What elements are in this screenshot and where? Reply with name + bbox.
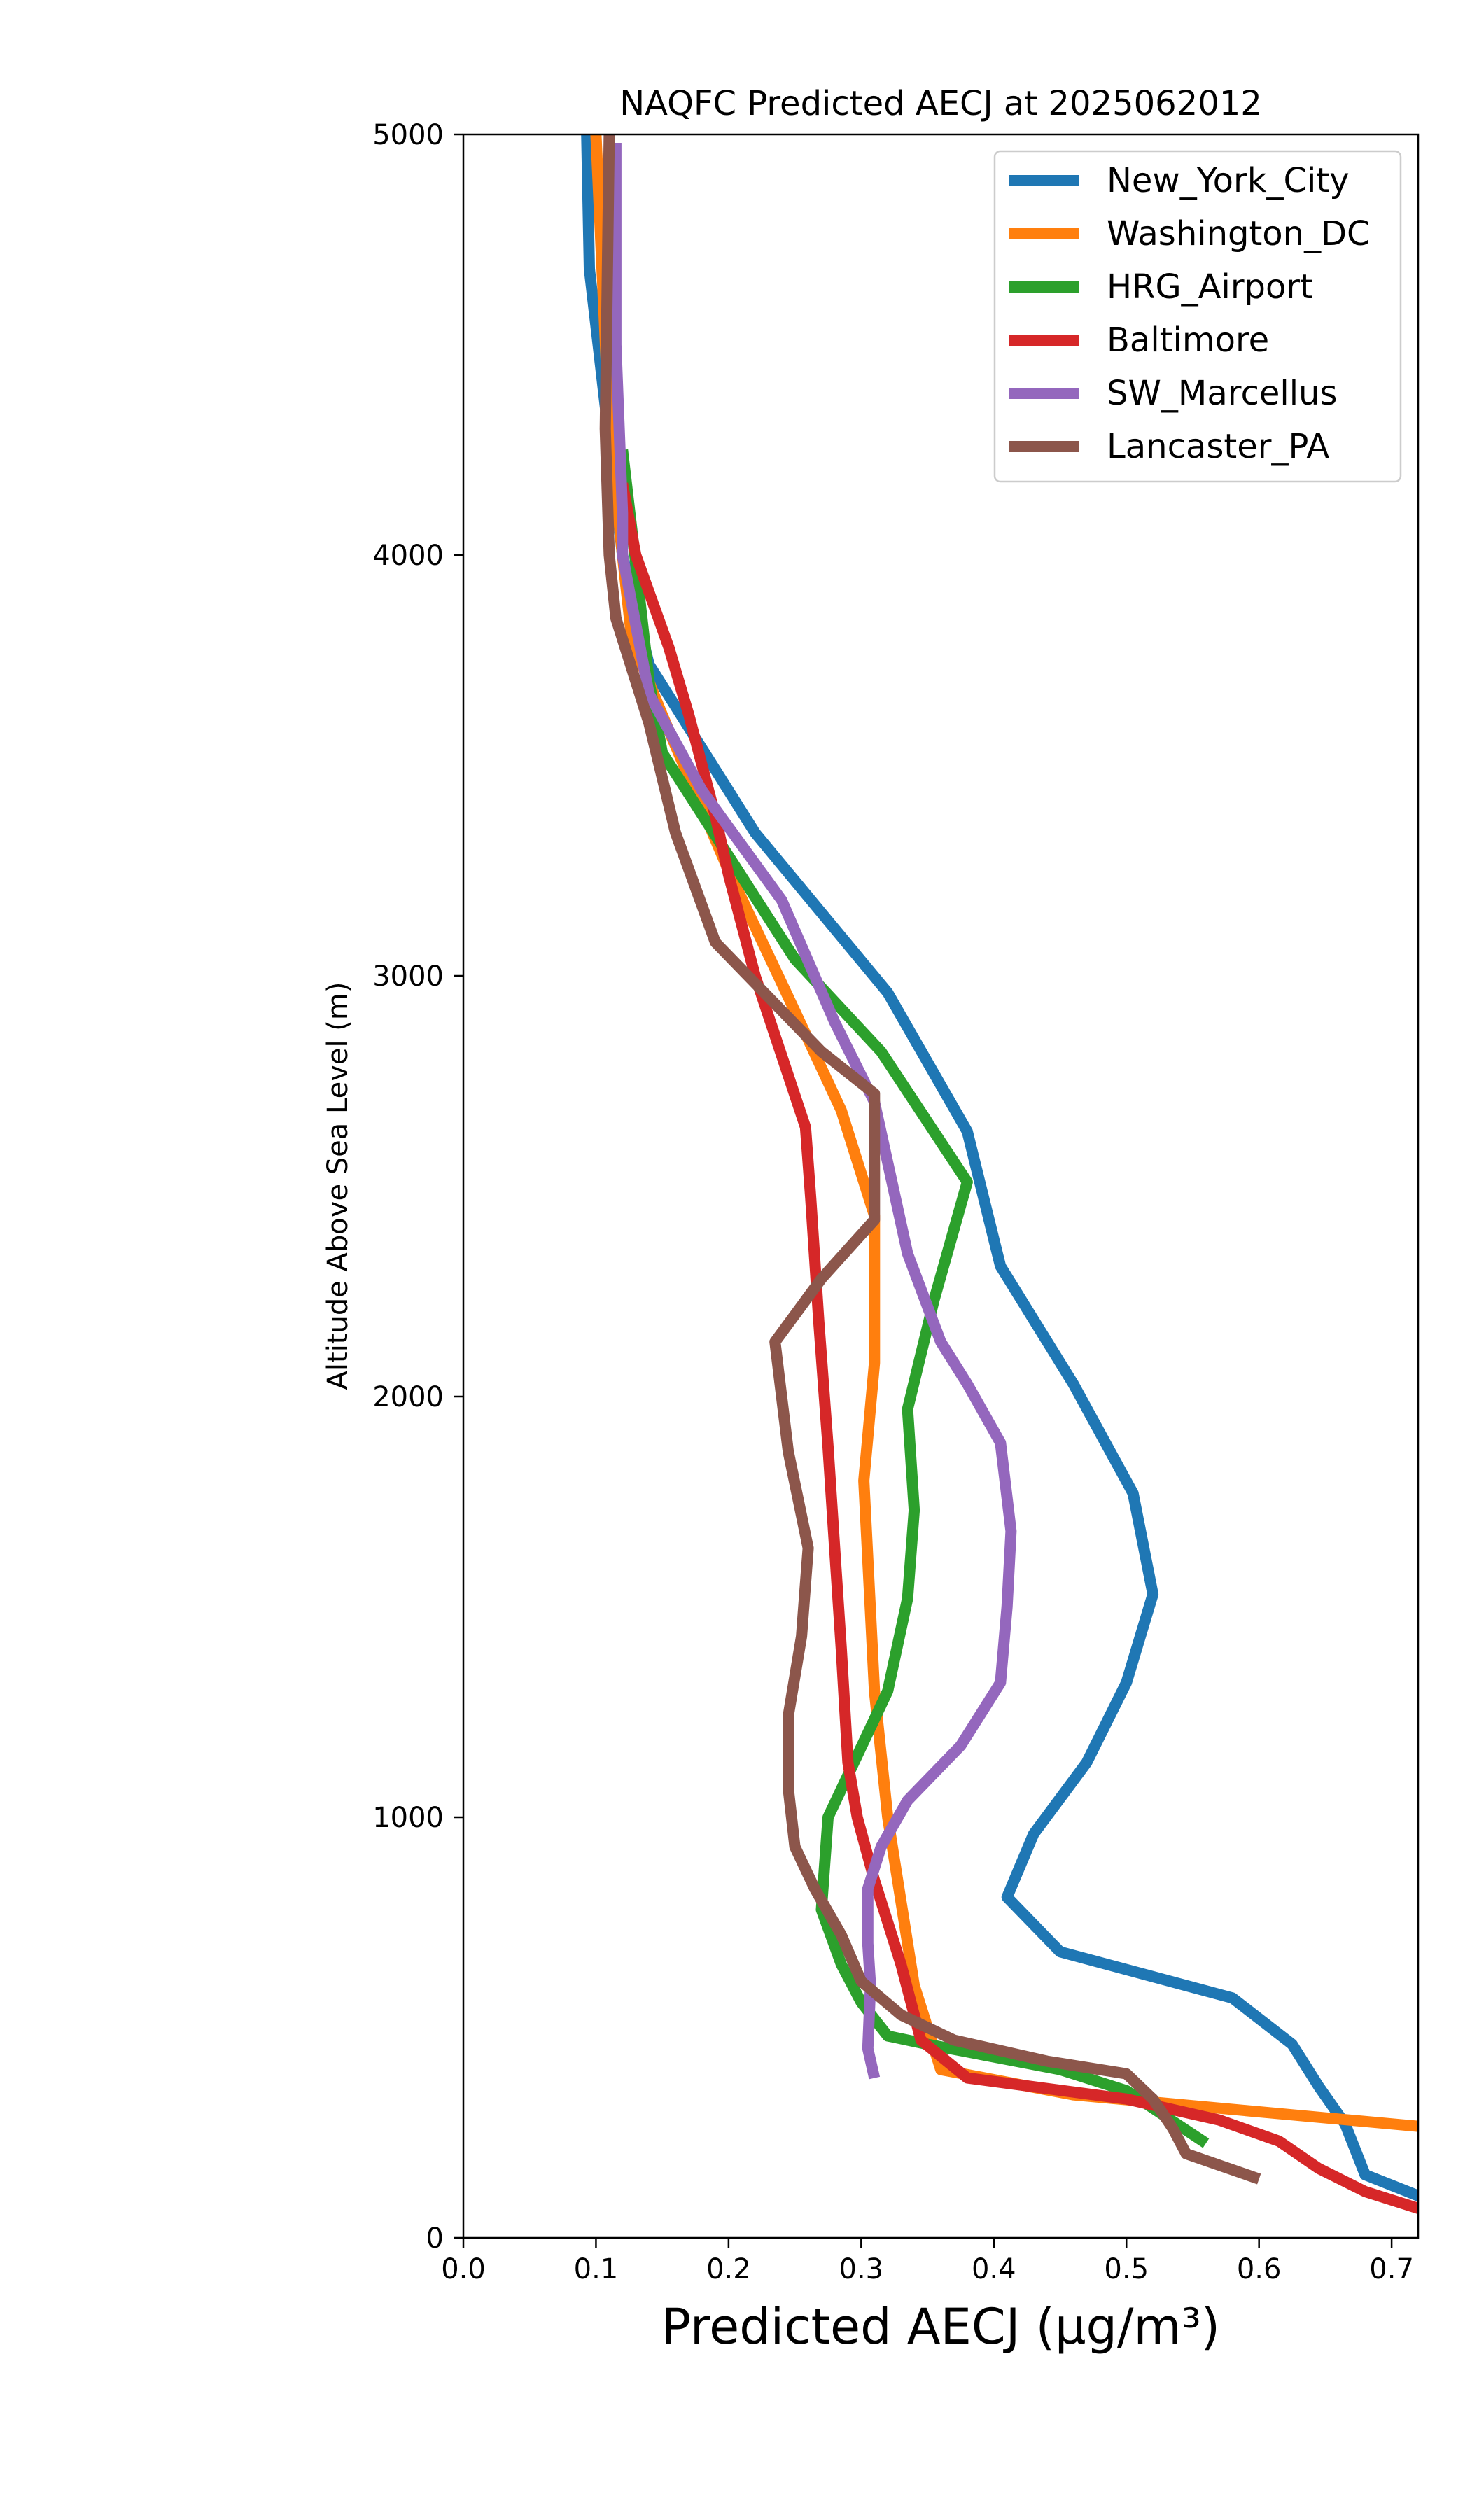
legend-label: SW_Marcellus <box>1107 374 1337 413</box>
legend: New_York_City Washington_DC HRG_Airport Bal… <box>993 150 1402 483</box>
series-line-baltimore <box>617 482 1418 2214</box>
legend-label: Baltimore <box>1107 321 1269 360</box>
x-tick-label: 0.3 <box>839 2253 884 2286</box>
y-tick-label: 1000 <box>372 1802 444 1834</box>
x-tick-label: 0.4 <box>972 2253 1016 2286</box>
chart-title: NAQFC Predicted AECJ at 2025062012 <box>620 84 1262 123</box>
series-line-sw-marcellus <box>610 143 1017 2080</box>
legend-label: HRG_Airport <box>1107 267 1313 307</box>
x-tick-label: 0.7 <box>1369 2253 1414 2286</box>
y-tick-label: 3000 <box>372 960 444 993</box>
legend-label: Lancaster_PA <box>1107 427 1329 466</box>
y-tick-label: 2000 <box>372 1381 444 1413</box>
y-tick-label: 0 <box>426 2222 444 2255</box>
plot-frame <box>462 133 1420 2239</box>
y-axis-label: Altitude Above Sea Level (m) <box>322 982 354 1390</box>
y-axis: 0 1000 2000 3000 4000 5000 <box>372 119 463 2255</box>
x-tick-label: 0.2 <box>706 2253 751 2286</box>
series-line-new-york-city <box>581 134 1418 2202</box>
x-axis: 0.0 0.1 0.2 0.3 0.4 0.5 0.6 0.7 <box>441 2238 1414 2286</box>
series-line-lancaster-pa <box>599 134 1261 2185</box>
x-tick-label: 0.6 <box>1237 2253 1282 2286</box>
x-tick-label: 0.0 <box>441 2253 486 2286</box>
series-line-hrg-airport <box>617 449 1210 2148</box>
series-lines <box>581 134 1418 2214</box>
x-tick-label: 0.5 <box>1104 2253 1149 2286</box>
y-tick-label: 4000 <box>372 540 444 572</box>
legend-label: Washington_DC <box>1107 214 1371 253</box>
x-axis-label: Predicted AECJ (μg/m³) <box>662 2298 1220 2356</box>
legend-label: New_York_City <box>1107 161 1350 200</box>
legend-box <box>993 150 1402 483</box>
x-tick-label: 0.1 <box>574 2253 619 2286</box>
y-tick-label: 5000 <box>372 119 444 151</box>
